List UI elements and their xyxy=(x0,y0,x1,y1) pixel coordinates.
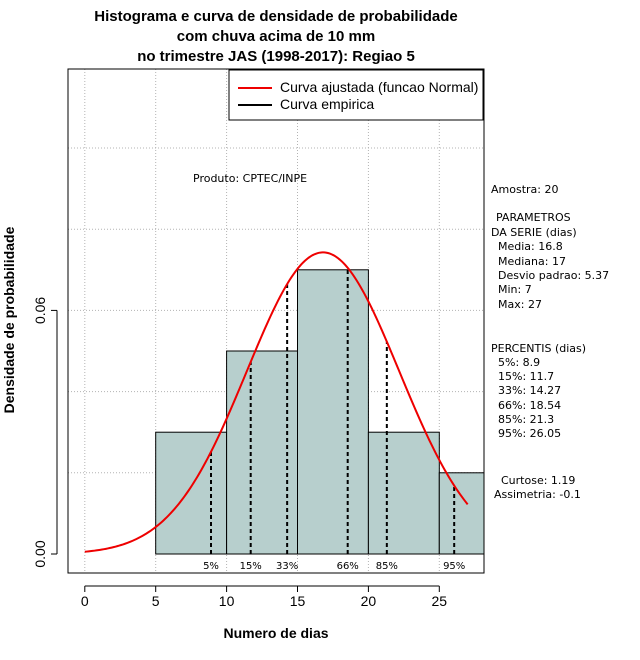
chart-title-line-2: com chuva acima de 10 mm xyxy=(177,28,375,45)
legend: Curva ajustada (funcao Normal) Curva emp… xyxy=(228,69,484,121)
percentile-label: 85% xyxy=(376,561,398,572)
x-tick-label: 25 xyxy=(432,593,448,609)
histogram-bar xyxy=(297,269,369,555)
stat-param-title: PARAMETROS xyxy=(496,211,571,224)
x-tick-label: 5 xyxy=(152,593,160,609)
histogram-bars xyxy=(155,269,485,555)
legend-label-empirical: Curva empirica xyxy=(280,96,374,112)
legend-box xyxy=(228,69,484,121)
x-axis-label: Numero de dias xyxy=(223,625,328,641)
x-tick-label: 15 xyxy=(290,593,306,609)
stat-media: Media: 16.8 xyxy=(498,240,563,253)
normal-curve xyxy=(84,251,469,553)
stat-p95: 95%: 26.05 xyxy=(498,427,561,440)
x-tick-label: 0 xyxy=(81,593,89,609)
stat-assimetria: Assimetria: -0.1 xyxy=(494,488,581,501)
y-tick-label: 0.06 xyxy=(32,297,48,324)
stat-p66: 66%: 18.54 xyxy=(498,399,561,412)
stat-perc-title: PERCENTIS (dias) xyxy=(491,342,586,355)
y-axis-label: Densidade de probabilidade xyxy=(1,226,17,413)
stat-p5: 5%: 8.9 xyxy=(498,356,540,369)
chart-title-line-3: no trimestre JAS (1998-2017): Regiao 5 xyxy=(137,48,415,65)
percentile-label: 15% xyxy=(240,561,262,572)
percentile-label: 33% xyxy=(276,561,298,572)
plot-frame xyxy=(67,68,485,574)
chart-title-line-1: Histograma e curva de densidade de proba… xyxy=(94,8,457,25)
normal-curve-line xyxy=(84,251,469,553)
percentile-lines: 5% 15% 33% 66% 85% 95% xyxy=(203,267,465,572)
histogram-bar xyxy=(438,472,485,555)
axes: 0 5 10 15 20 25 0.00 0.06 xyxy=(32,297,447,609)
percentile-label: 66% xyxy=(337,561,359,572)
x-tick-label: 20 xyxy=(361,593,377,609)
stat-curtose: Curtose: 1.19 xyxy=(501,474,575,487)
percentile-label: 5% xyxy=(203,561,219,572)
histogram-bar xyxy=(155,431,228,555)
stat-min: Min: 7 xyxy=(498,283,532,296)
x-tick-label: 10 xyxy=(219,593,235,609)
stat-max: Max: 27 xyxy=(498,298,542,311)
stat-p15: 15%: 11.7 xyxy=(498,370,554,383)
histogram-bar xyxy=(367,431,440,555)
stat-amostra: Amostra: 20 xyxy=(491,183,558,196)
stat-desvio: Desvio padrao: 5.37 xyxy=(498,269,609,282)
stat-param-subtitle: DA SERIE (dias) xyxy=(491,226,577,239)
stats-panel: Amostra: 20 PARAMETROS DA SERIE (dias) M… xyxy=(491,183,609,501)
percentile-label: 95% xyxy=(443,561,465,572)
product-label: Produto: CPTEC/INPE xyxy=(193,172,307,185)
stat-p33: 33%: 14.27 xyxy=(498,384,561,397)
y-tick-label: 0.00 xyxy=(32,540,48,567)
stat-mediana: Mediana: 17 xyxy=(498,255,566,268)
histogram-bar xyxy=(226,350,299,555)
legend-label-normal: Curva ajustada (funcao Normal) xyxy=(280,79,478,95)
stat-p85: 85%: 21.3 xyxy=(498,413,554,426)
